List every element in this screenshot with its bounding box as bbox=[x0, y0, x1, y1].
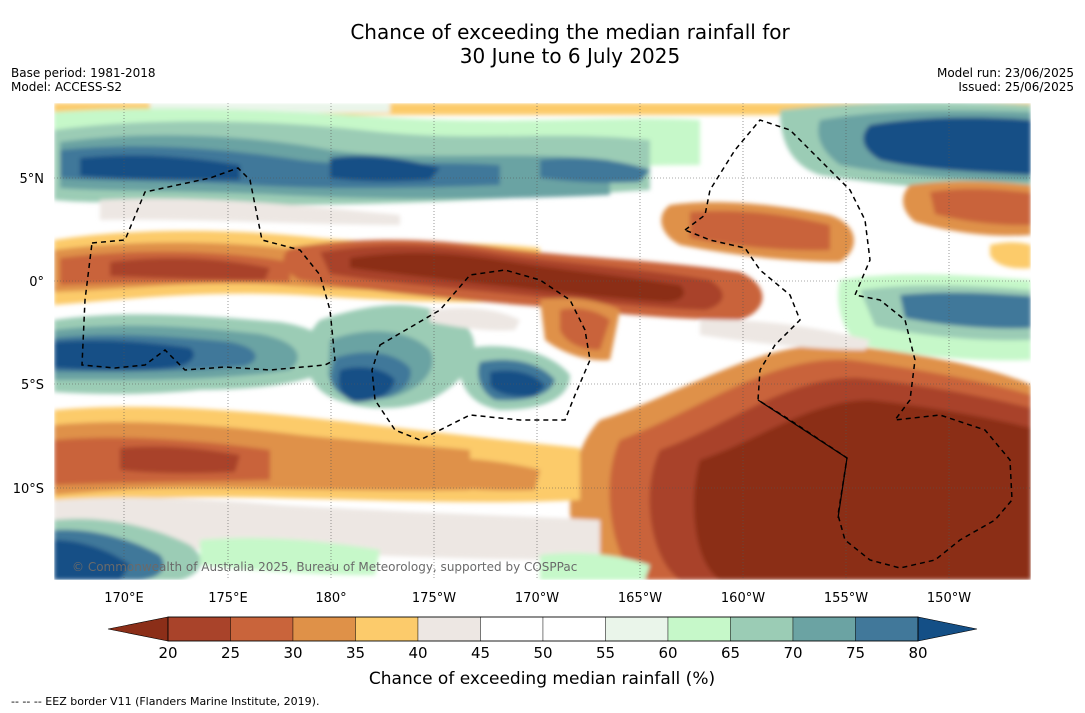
colorbar-tick-label: 45 bbox=[471, 644, 490, 662]
colorbar-bin bbox=[292, 616, 356, 642]
colorbar-outline bbox=[167, 616, 919, 642]
latitude-labels: 5°N 0° 5°S 10°S bbox=[13, 172, 44, 497]
colorbar-tick-label: 25 bbox=[221, 644, 240, 662]
lon-label: 175°E bbox=[208, 591, 248, 606]
colorbar-tick-label: 50 bbox=[533, 644, 552, 662]
colorbar-label: Chance of exceeding median rainfall (%) bbox=[369, 669, 715, 689]
colorbar-bin bbox=[417, 616, 481, 642]
eez-legend-note: -- -- -- EEZ border V11 (Flanders Marine… bbox=[11, 695, 320, 708]
meta-left: Base period: 1981-2018 Model: ACCESS-S2 bbox=[11, 66, 156, 94]
rainfall-probability-field: © Commonwealth of Australia 2025, Bureau… bbox=[54, 103, 1031, 580]
boundary-line bbox=[757, 399, 848, 459]
colorbar-bin bbox=[855, 616, 919, 642]
colorbar-tick-label: 40 bbox=[408, 644, 427, 662]
colorbar-extend-low bbox=[107, 616, 169, 642]
colorbar-tick-label: 60 bbox=[658, 644, 677, 662]
page-title: Chance of exceeding the median rainfall … bbox=[0, 20, 1085, 68]
colorbar-bin bbox=[167, 616, 231, 642]
colorbar-tick-label: 55 bbox=[596, 644, 615, 662]
lon-label: 170°W bbox=[515, 591, 559, 606]
colorbar-tick-label: 35 bbox=[346, 644, 365, 662]
lat-label: 5°S bbox=[21, 378, 44, 393]
base-period-text: Base period: 1981-2018 bbox=[11, 66, 156, 80]
colorbar-tick-label: 30 bbox=[283, 644, 302, 662]
colorbar-tick-label: 70 bbox=[783, 644, 802, 662]
colorbar-tick-label: 65 bbox=[721, 644, 740, 662]
lon-label: 175°W bbox=[412, 591, 456, 606]
boundary-line bbox=[837, 457, 848, 519]
colorbar-bin bbox=[730, 616, 794, 642]
colorbar-tick-label: 20 bbox=[158, 644, 177, 662]
colorbar-bin bbox=[230, 616, 294, 642]
colorbar-bin bbox=[792, 616, 856, 642]
colorbar-tick-label: 75 bbox=[846, 644, 865, 662]
colorbar-extend-high bbox=[917, 616, 978, 642]
lon-label: 170°E bbox=[104, 591, 144, 606]
title-line-2: 30 June to 6 July 2025 bbox=[459, 44, 681, 68]
model-run-text: Model run: 23/06/2025 bbox=[936, 66, 1074, 80]
eez-borders bbox=[81, 119, 1013, 569]
lat-label: 10°S bbox=[13, 482, 44, 497]
colorbar-bin bbox=[667, 616, 731, 642]
lon-label: 165°W bbox=[618, 591, 662, 606]
model-text: Model: ACCESS-S2 bbox=[11, 80, 123, 94]
colorbar: 20 25 30 35 40 45 50 55 60 65 70 75 80 bbox=[107, 616, 978, 662]
lat-label: 5°N bbox=[20, 172, 45, 187]
meta-right: Model run: 23/06/2025 Issued: 25/06/2025 bbox=[937, 66, 1074, 94]
lon-label: 150°W bbox=[927, 591, 971, 606]
colorbar-bin bbox=[355, 616, 419, 642]
lon-label: 180° bbox=[315, 591, 346, 606]
lon-label: 155°W bbox=[824, 591, 868, 606]
title-line-1: Chance of exceeding the median rainfall … bbox=[350, 20, 790, 44]
issued-text: Issued: 25/06/2025 bbox=[958, 80, 1074, 94]
lon-label: 160°W bbox=[721, 591, 765, 606]
graticule bbox=[54, 103, 1031, 580]
colorbar-tick-label: 80 bbox=[908, 644, 927, 662]
longitude-labels: 170°E 175°E 180° 175°W 170°W 165°W 160°W… bbox=[104, 591, 971, 606]
lat-label: 0° bbox=[29, 275, 44, 290]
copyright-text: © Commonwealth of Australia 2025, Bureau… bbox=[72, 560, 577, 574]
colorbar-bin bbox=[480, 616, 544, 642]
colorbar-bin bbox=[605, 616, 669, 642]
colorbar-bin bbox=[542, 616, 606, 642]
